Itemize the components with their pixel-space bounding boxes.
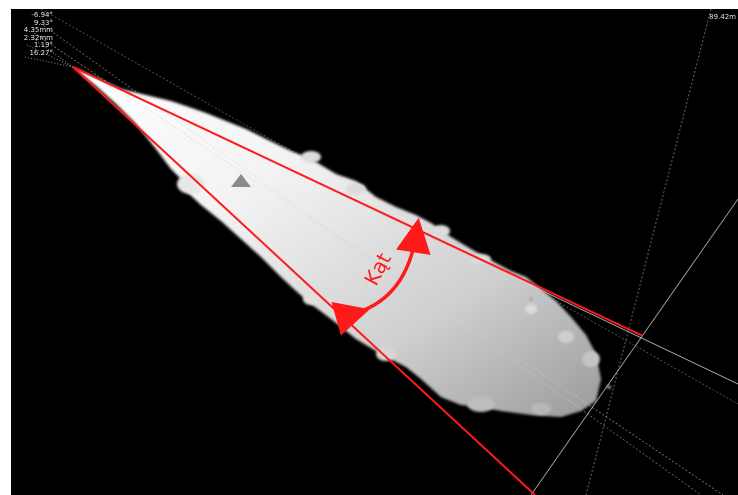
guide-line xyxy=(585,9,712,495)
guide-line xyxy=(40,9,738,405)
readout-value: 2.32mm xyxy=(23,33,53,42)
guide-line xyxy=(24,56,74,68)
cone-lower-edge xyxy=(72,66,536,495)
readout-value: -6.94° xyxy=(31,11,53,19)
spray-edge-fragments xyxy=(177,151,611,415)
distance-readout: 89.42m xyxy=(709,13,736,21)
readout-value: 1.19° xyxy=(33,41,53,50)
readout-value: 4.35mm xyxy=(23,26,53,35)
spray-plume xyxy=(73,67,601,417)
angle-arc xyxy=(331,217,431,336)
readout-value: 16.27° xyxy=(29,48,53,57)
triangle-marker-icon[interactable] xyxy=(231,174,251,187)
cone-upper-edge xyxy=(72,66,644,337)
guide-line xyxy=(530,198,738,495)
spray-image-canvas[interactable]: Kąt xyxy=(11,9,738,495)
cone-boundary xyxy=(72,66,644,495)
image-viewport[interactable]: Kąt -6.94° 9.33° 4.35mm 2.32mm 1.19° 16.… xyxy=(11,9,738,495)
measurement-readouts: -6.94° 9.33° 4.35mm 2.32mm 1.19° 16.27° xyxy=(13,11,53,58)
readout-value: 9.33° xyxy=(33,18,53,27)
guide-line xyxy=(26,44,74,68)
